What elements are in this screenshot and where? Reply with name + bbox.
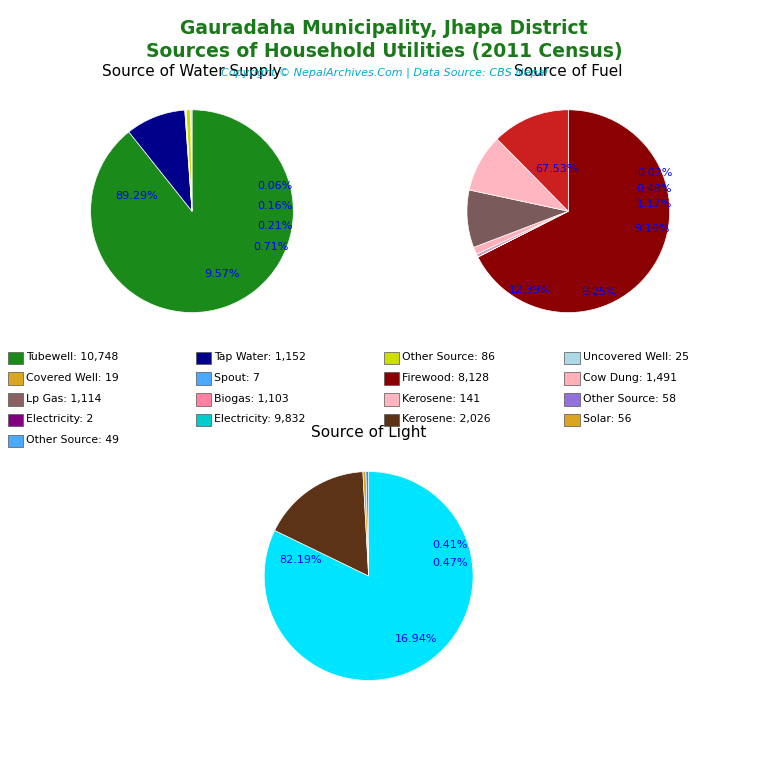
Text: Spout: 7: Spout: 7: [214, 372, 260, 383]
Wedge shape: [185, 110, 192, 211]
Wedge shape: [91, 110, 293, 313]
Wedge shape: [190, 110, 192, 211]
Text: Tap Water: 1,152: Tap Water: 1,152: [214, 352, 306, 362]
Title: Source of Fuel: Source of Fuel: [514, 65, 623, 79]
Wedge shape: [362, 472, 369, 576]
Text: Firewood: 8,128: Firewood: 8,128: [402, 372, 489, 383]
Text: 0.21%: 0.21%: [257, 221, 293, 231]
Wedge shape: [186, 110, 192, 211]
Text: 0.48%: 0.48%: [637, 184, 672, 194]
Text: 0.41%: 0.41%: [432, 540, 468, 550]
Wedge shape: [129, 110, 192, 211]
Text: Lp Gas: 1,114: Lp Gas: 1,114: [26, 393, 101, 404]
Wedge shape: [186, 110, 192, 211]
Text: Gauradaha Municipality, Jhapa District: Gauradaha Municipality, Jhapa District: [180, 19, 588, 38]
Text: Copyright © NepalArchives.Com | Data Source: CBS Nepal: Copyright © NepalArchives.Com | Data Sou…: [220, 68, 548, 78]
Text: 9.25%: 9.25%: [581, 287, 617, 297]
Text: Electricity: 9,832: Electricity: 9,832: [214, 414, 306, 425]
Text: Other Source: 58: Other Source: 58: [583, 393, 676, 404]
Text: Biogas: 1,103: Biogas: 1,103: [214, 393, 289, 404]
Text: Kerosene: 2,026: Kerosene: 2,026: [402, 414, 491, 425]
Text: 0.71%: 0.71%: [253, 242, 289, 252]
Text: 0.47%: 0.47%: [432, 558, 468, 568]
Text: 0.02%: 0.02%: [637, 167, 672, 177]
Text: Other Source: 86: Other Source: 86: [402, 352, 495, 362]
Text: Cow Dung: 1,491: Cow Dung: 1,491: [583, 372, 677, 383]
Text: Kerosene: 141: Kerosene: 141: [402, 393, 481, 404]
Wedge shape: [366, 472, 369, 576]
Text: 89.29%: 89.29%: [115, 191, 157, 201]
Text: 1.17%: 1.17%: [637, 199, 672, 209]
Text: Tubewell: 10,748: Tubewell: 10,748: [26, 352, 118, 362]
Wedge shape: [478, 211, 568, 257]
Wedge shape: [264, 472, 473, 680]
Text: 9.57%: 9.57%: [204, 269, 240, 279]
Wedge shape: [467, 190, 568, 247]
Text: 12.39%: 12.39%: [508, 285, 551, 295]
Text: 0.06%: 0.06%: [257, 180, 293, 191]
Wedge shape: [497, 110, 568, 211]
Text: Other Source: 49: Other Source: 49: [26, 435, 119, 445]
Wedge shape: [478, 110, 670, 313]
Text: 16.94%: 16.94%: [395, 634, 437, 644]
Title: Source of Water Supply: Source of Water Supply: [102, 65, 282, 79]
Wedge shape: [474, 211, 568, 254]
Text: 0.16%: 0.16%: [257, 201, 293, 211]
Text: Covered Well: 19: Covered Well: 19: [26, 372, 119, 383]
Text: Electricity: 2: Electricity: 2: [26, 414, 94, 425]
Title: Source of Light: Source of Light: [311, 425, 426, 440]
Text: 82.19%: 82.19%: [280, 555, 322, 565]
Wedge shape: [275, 472, 369, 576]
Text: 9.16%: 9.16%: [634, 224, 669, 234]
Wedge shape: [476, 211, 568, 257]
Text: Uncovered Well: 25: Uncovered Well: 25: [583, 352, 689, 362]
Wedge shape: [469, 139, 568, 211]
Text: 67.53%: 67.53%: [535, 164, 578, 174]
Text: Sources of Household Utilities (2011 Census): Sources of Household Utilities (2011 Cen…: [146, 42, 622, 61]
Text: Solar: 56: Solar: 56: [583, 414, 631, 425]
